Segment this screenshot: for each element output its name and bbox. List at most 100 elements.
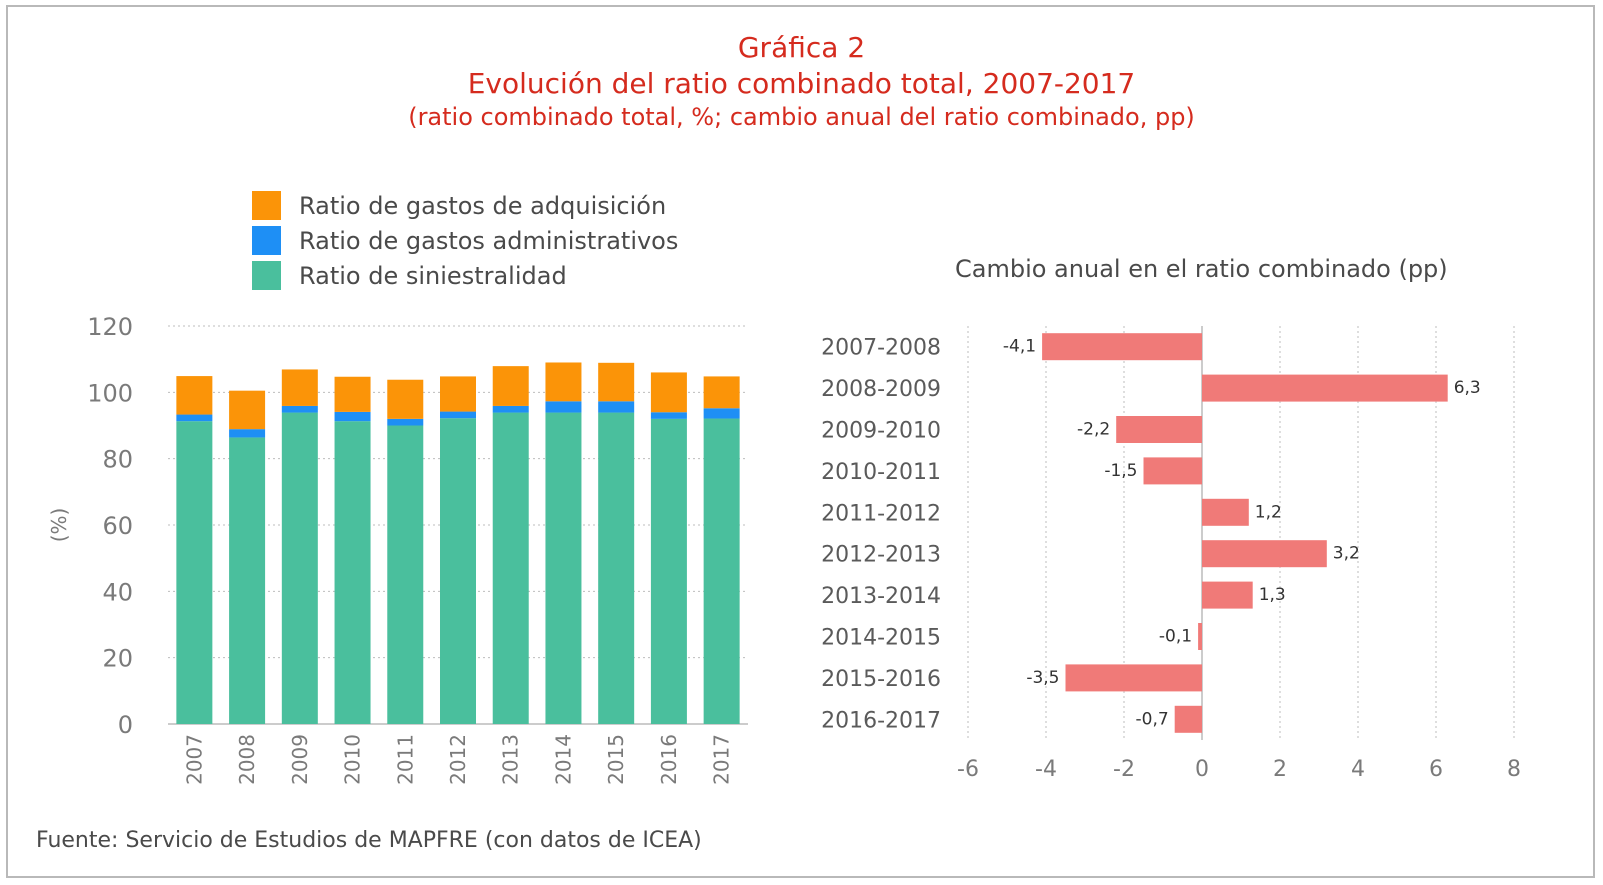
bar-segment bbox=[334, 411, 371, 422]
bar-segment bbox=[650, 372, 687, 413]
x-tick-label: 6 bbox=[1429, 757, 1443, 782]
data-label: -0,1 bbox=[1159, 627, 1192, 647]
y-category-label: 2013-2014 bbox=[821, 584, 941, 609]
legend-item-administrative: Ratio de gastos administrativos bbox=[252, 223, 678, 258]
data-label: -0,7 bbox=[1136, 709, 1169, 729]
y-tick-label: 80 bbox=[102, 446, 133, 474]
x-tick-label: 2010 bbox=[341, 734, 365, 785]
change-bar bbox=[1202, 581, 1253, 609]
bar-segment bbox=[176, 421, 213, 724]
bar-segment bbox=[598, 401, 635, 413]
bar-segment bbox=[492, 366, 529, 406]
legend-item-claims: Ratio de siniestralidad bbox=[252, 258, 678, 293]
bar-segment bbox=[650, 412, 687, 419]
y-category-label: 2015-2016 bbox=[821, 667, 941, 692]
x-tick-label: 2016 bbox=[657, 734, 681, 785]
x-tick-label: 2007 bbox=[182, 734, 206, 785]
data-label: 1,3 bbox=[1259, 585, 1286, 605]
data-label: -4,1 bbox=[1003, 337, 1036, 357]
y-category-label: 2014-2015 bbox=[821, 626, 941, 651]
source-note: Fuente: Servicio de Estudios de MAPFRE (… bbox=[36, 828, 702, 853]
bar-segment bbox=[440, 376, 476, 412]
change-bar bbox=[1174, 705, 1202, 733]
y-category-label: 2008-2009 bbox=[821, 377, 941, 402]
chart-frame bbox=[6, 5, 1595, 878]
legend-label-administrative: Ratio de gastos administrativos bbox=[299, 226, 679, 255]
x-tick-label: 4 bbox=[1351, 757, 1365, 782]
bar-segment bbox=[281, 405, 318, 413]
y-tick-label: 120 bbox=[87, 313, 133, 341]
bar-segment bbox=[229, 390, 266, 430]
bar-segment bbox=[650, 418, 687, 724]
bar-segment bbox=[229, 429, 266, 438]
bar-segment bbox=[703, 376, 740, 409]
legend-swatch-claims bbox=[252, 261, 281, 290]
y-category-label: 2009-2010 bbox=[821, 419, 941, 444]
change-bar bbox=[1042, 333, 1202, 361]
x-tick-label: 2 bbox=[1273, 757, 1287, 782]
change-bar bbox=[1116, 416, 1202, 443]
x-tick-label: -4 bbox=[1035, 757, 1057, 782]
x-tick-label: 2011 bbox=[393, 734, 417, 785]
bar-segment bbox=[492, 405, 529, 413]
legend-swatch-administrative bbox=[252, 226, 281, 255]
bar-segment bbox=[176, 414, 213, 422]
legend-label-acquisition: Ratio de gastos de adquisición bbox=[299, 191, 667, 220]
x-tick-label: 2014 bbox=[551, 734, 575, 785]
x-tick-label: 2015 bbox=[604, 734, 628, 785]
change-bar bbox=[1202, 374, 1448, 402]
bar-segment bbox=[440, 411, 476, 419]
legend-swatch-acquisition bbox=[252, 191, 281, 220]
y-tick-label: 0 bbox=[118, 711, 133, 739]
y-tick-label: 60 bbox=[102, 512, 133, 540]
y-tick-label: 100 bbox=[87, 379, 133, 407]
y-category-label: 2007-2008 bbox=[821, 336, 941, 361]
change-bar bbox=[1202, 540, 1327, 568]
bar-segment bbox=[281, 369, 318, 406]
bar-segment bbox=[281, 412, 318, 724]
bar-segment bbox=[545, 401, 582, 413]
y-category-label: 2010-2011 bbox=[821, 460, 941, 485]
legend-label-claims: Ratio de siniestralidad bbox=[299, 261, 567, 290]
bar-segment bbox=[387, 379, 424, 419]
y-category-label: 2011-2012 bbox=[821, 501, 941, 526]
change-bar bbox=[1198, 623, 1202, 650]
chart-title: Evolución del ratio combinado total, 200… bbox=[467, 67, 1136, 100]
bar-segment bbox=[387, 418, 424, 426]
bar-segment bbox=[545, 412, 582, 724]
legend: Ratio de gastos de adquisición Ratio de … bbox=[252, 188, 678, 293]
bar-segment bbox=[229, 437, 266, 724]
bar-segment bbox=[492, 412, 529, 724]
bar-segment bbox=[598, 362, 635, 402]
bar-segment bbox=[334, 421, 371, 724]
right-chart-title: Cambio anual en el ratio combinado (pp) bbox=[955, 255, 1448, 283]
legend-item-acquisition: Ratio de gastos de adquisición bbox=[252, 188, 678, 223]
bar-segment bbox=[334, 376, 371, 412]
x-tick-label: 2013 bbox=[499, 734, 523, 785]
chart-subtitle: (ratio combinado total, %; cambio anual … bbox=[408, 103, 1195, 131]
y-tick-label: 40 bbox=[102, 578, 133, 606]
data-label: -1,5 bbox=[1104, 461, 1137, 481]
chart-number: Gráfica 2 bbox=[737, 31, 866, 64]
x-tick-label: -6 bbox=[957, 757, 979, 782]
x-tick-label: 2017 bbox=[710, 734, 734, 785]
x-tick-label: 0 bbox=[1195, 757, 1209, 782]
data-label: -2,2 bbox=[1077, 420, 1110, 440]
data-label: 3,2 bbox=[1333, 544, 1360, 564]
bar-segment bbox=[545, 362, 582, 402]
data-label: -3,5 bbox=[1026, 668, 1059, 688]
change-bar bbox=[1202, 498, 1249, 526]
x-tick-label: -2 bbox=[1113, 757, 1135, 782]
bar-segment bbox=[703, 418, 740, 724]
x-tick-label: 2009 bbox=[288, 734, 312, 785]
bar-segment bbox=[176, 376, 213, 415]
x-tick-label: 8 bbox=[1507, 757, 1521, 782]
y-category-label: 2012-2013 bbox=[821, 543, 941, 568]
bar-segment bbox=[598, 412, 635, 724]
x-tick-label: 2012 bbox=[446, 734, 470, 785]
change-bar bbox=[1065, 664, 1202, 692]
bar-segment bbox=[387, 425, 424, 724]
bar-segment bbox=[440, 418, 476, 724]
change-bar bbox=[1143, 457, 1202, 485]
